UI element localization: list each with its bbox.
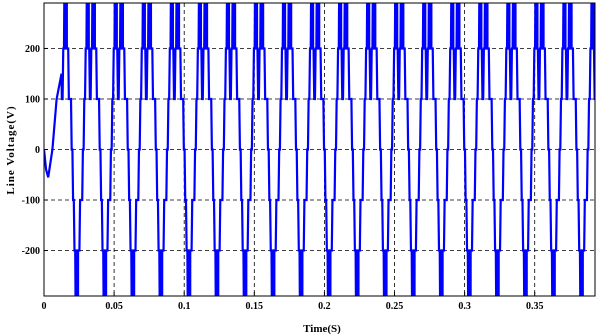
y-tick-label-2: 0 — [35, 145, 40, 156]
x-tick-label-1: 0.05 — [105, 301, 123, 312]
y-tick-label-1: -100 — [22, 196, 40, 207]
x-tick-label-5: 0.25 — [386, 301, 404, 312]
y-tick-label-0: -200 — [22, 246, 40, 257]
x-axis-ticks: 0 0.05 0.1 0.15 0.2 0.25 0.3 0.35 — [42, 292, 544, 312]
x-tick-label-0: 0 — [42, 301, 47, 312]
x-tick-label-6: 0.3 — [458, 301, 471, 312]
x-tick-label-4: 0.2 — [318, 301, 331, 312]
x-axis-label: Time(S) — [303, 323, 341, 334]
y-axis-label: Line Voltage(V) — [5, 105, 17, 194]
x-tick-label-7: 0.35 — [526, 301, 544, 312]
y-tick-label-4: 200 — [25, 44, 40, 55]
x-tick-label-3: 0.15 — [246, 301, 264, 312]
y-tick-label-3: 100 — [25, 94, 40, 105]
line-voltage-series — [44, 3, 595, 296]
y-axis-ticks: -200 -100 0 100 200 — [22, 44, 48, 257]
waveform-series — [44, 3, 595, 296]
x-tick-label-2: 0.1 — [178, 301, 191, 312]
